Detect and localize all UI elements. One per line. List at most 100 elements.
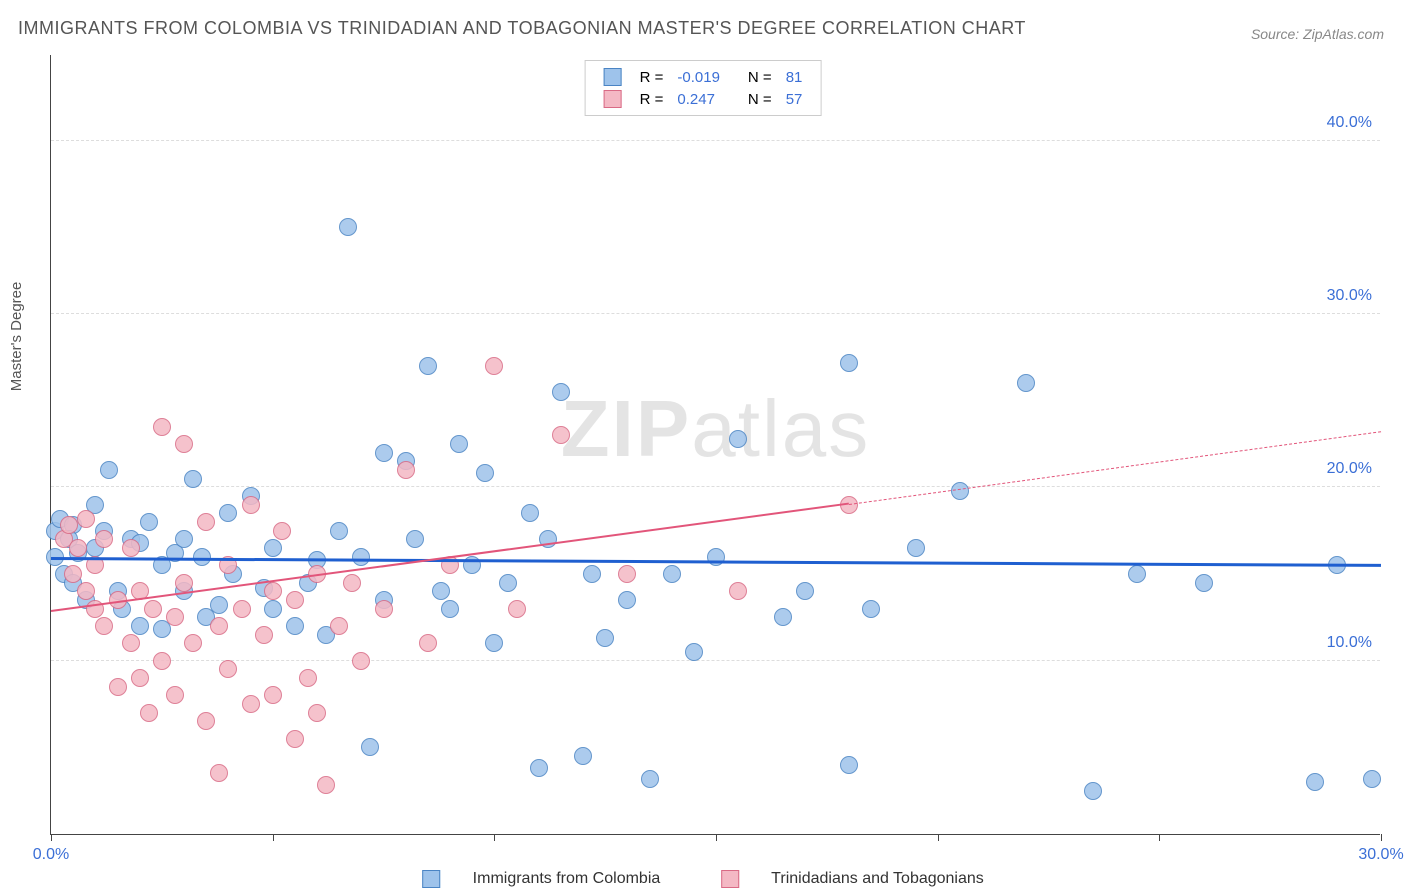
data-point (77, 582, 95, 600)
data-point (131, 669, 149, 687)
x-tick (1159, 834, 1160, 841)
data-point (64, 565, 82, 583)
data-point (406, 530, 424, 548)
data-point (233, 600, 251, 618)
data-point (1363, 770, 1381, 788)
data-point (175, 574, 193, 592)
n-value-1: 81 (780, 67, 809, 87)
data-point (122, 539, 140, 557)
data-point (476, 464, 494, 482)
data-point (330, 522, 348, 540)
x-tick-label: 0.0% (33, 846, 69, 864)
legend-label-1: Immigrants from Colombia (473, 870, 661, 887)
data-point (796, 582, 814, 600)
data-point (95, 617, 113, 635)
data-point (95, 530, 113, 548)
legend-series: Immigrants from Colombia Trinidadians an… (394, 870, 1012, 888)
x-tick (51, 834, 52, 841)
plot-area: ZIPatlas 10.0%20.0%30.0%40.0%0.0%30.0% (50, 55, 1380, 835)
gridline (51, 313, 1380, 314)
data-point (255, 626, 273, 644)
data-point (242, 496, 260, 514)
data-point (153, 418, 171, 436)
data-point (1306, 773, 1324, 791)
chart-title: IMMIGRANTS FROM COLOMBIA VS TRINIDADIAN … (18, 18, 1026, 39)
data-point (552, 426, 570, 444)
data-point (530, 759, 548, 777)
data-point (175, 435, 193, 453)
data-point (219, 660, 237, 678)
data-point (69, 539, 87, 557)
data-point (685, 643, 703, 661)
data-point (1128, 565, 1146, 583)
data-point (131, 617, 149, 635)
x-tick (716, 834, 717, 841)
y-axis-label: Master's Degree (8, 282, 25, 392)
data-point (339, 218, 357, 236)
data-point (618, 565, 636, 583)
legend-label-2: Trinidadians and Tobagonians (771, 870, 984, 887)
data-point (419, 357, 437, 375)
data-point (352, 548, 370, 566)
data-point (774, 608, 792, 626)
data-point (618, 591, 636, 609)
legend-swatch-b1 (422, 870, 440, 888)
legend-swatch-b2 (721, 870, 739, 888)
y-tick-label: 20.0% (1327, 460, 1372, 478)
data-point (343, 574, 361, 592)
data-point (840, 354, 858, 372)
data-point (197, 513, 215, 531)
r-value-1: -0.019 (671, 67, 726, 87)
data-point (144, 600, 162, 618)
y-tick-label: 10.0% (1327, 634, 1372, 652)
data-point (352, 652, 370, 670)
r-label-2: R = (634, 89, 670, 109)
data-point (166, 686, 184, 704)
data-point (210, 764, 228, 782)
data-point (862, 600, 880, 618)
data-point (951, 482, 969, 500)
r-value-2: 0.247 (671, 89, 726, 109)
data-point (140, 513, 158, 531)
data-point (317, 776, 335, 794)
watermark: ZIPatlas (561, 383, 870, 475)
data-point (193, 548, 211, 566)
legend-stats-row-1: R = -0.019 N = 81 (598, 67, 809, 87)
x-tick (273, 834, 274, 841)
n-label-1: N = (742, 67, 778, 87)
data-point (485, 634, 503, 652)
data-point (264, 539, 282, 557)
data-point (242, 695, 260, 713)
gridline (51, 660, 1380, 661)
data-point (219, 504, 237, 522)
data-point (432, 582, 450, 600)
data-point (729, 430, 747, 448)
data-point (140, 704, 158, 722)
chart-container: IMMIGRANTS FROM COLOMBIA VS TRINIDADIAN … (0, 0, 1406, 892)
data-point (419, 634, 437, 652)
data-point (508, 600, 526, 618)
data-point (153, 652, 171, 670)
data-point (77, 510, 95, 528)
gridline (51, 140, 1380, 141)
legend-swatch-1 (604, 68, 622, 86)
data-point (441, 600, 459, 618)
x-tick (938, 834, 939, 841)
data-point (60, 516, 78, 534)
data-point (330, 617, 348, 635)
data-point (907, 539, 925, 557)
data-point (197, 712, 215, 730)
data-point (596, 629, 614, 647)
data-point (485, 357, 503, 375)
data-point (375, 600, 393, 618)
x-tick (1381, 834, 1382, 841)
data-point (175, 530, 193, 548)
data-point (100, 461, 118, 479)
data-point (574, 747, 592, 765)
data-point (264, 600, 282, 618)
legend-stats: R = -0.019 N = 81 R = 0.247 N = 57 (585, 60, 822, 116)
data-point (641, 770, 659, 788)
y-tick-label: 40.0% (1327, 114, 1372, 132)
data-point (450, 435, 468, 453)
data-point (264, 582, 282, 600)
